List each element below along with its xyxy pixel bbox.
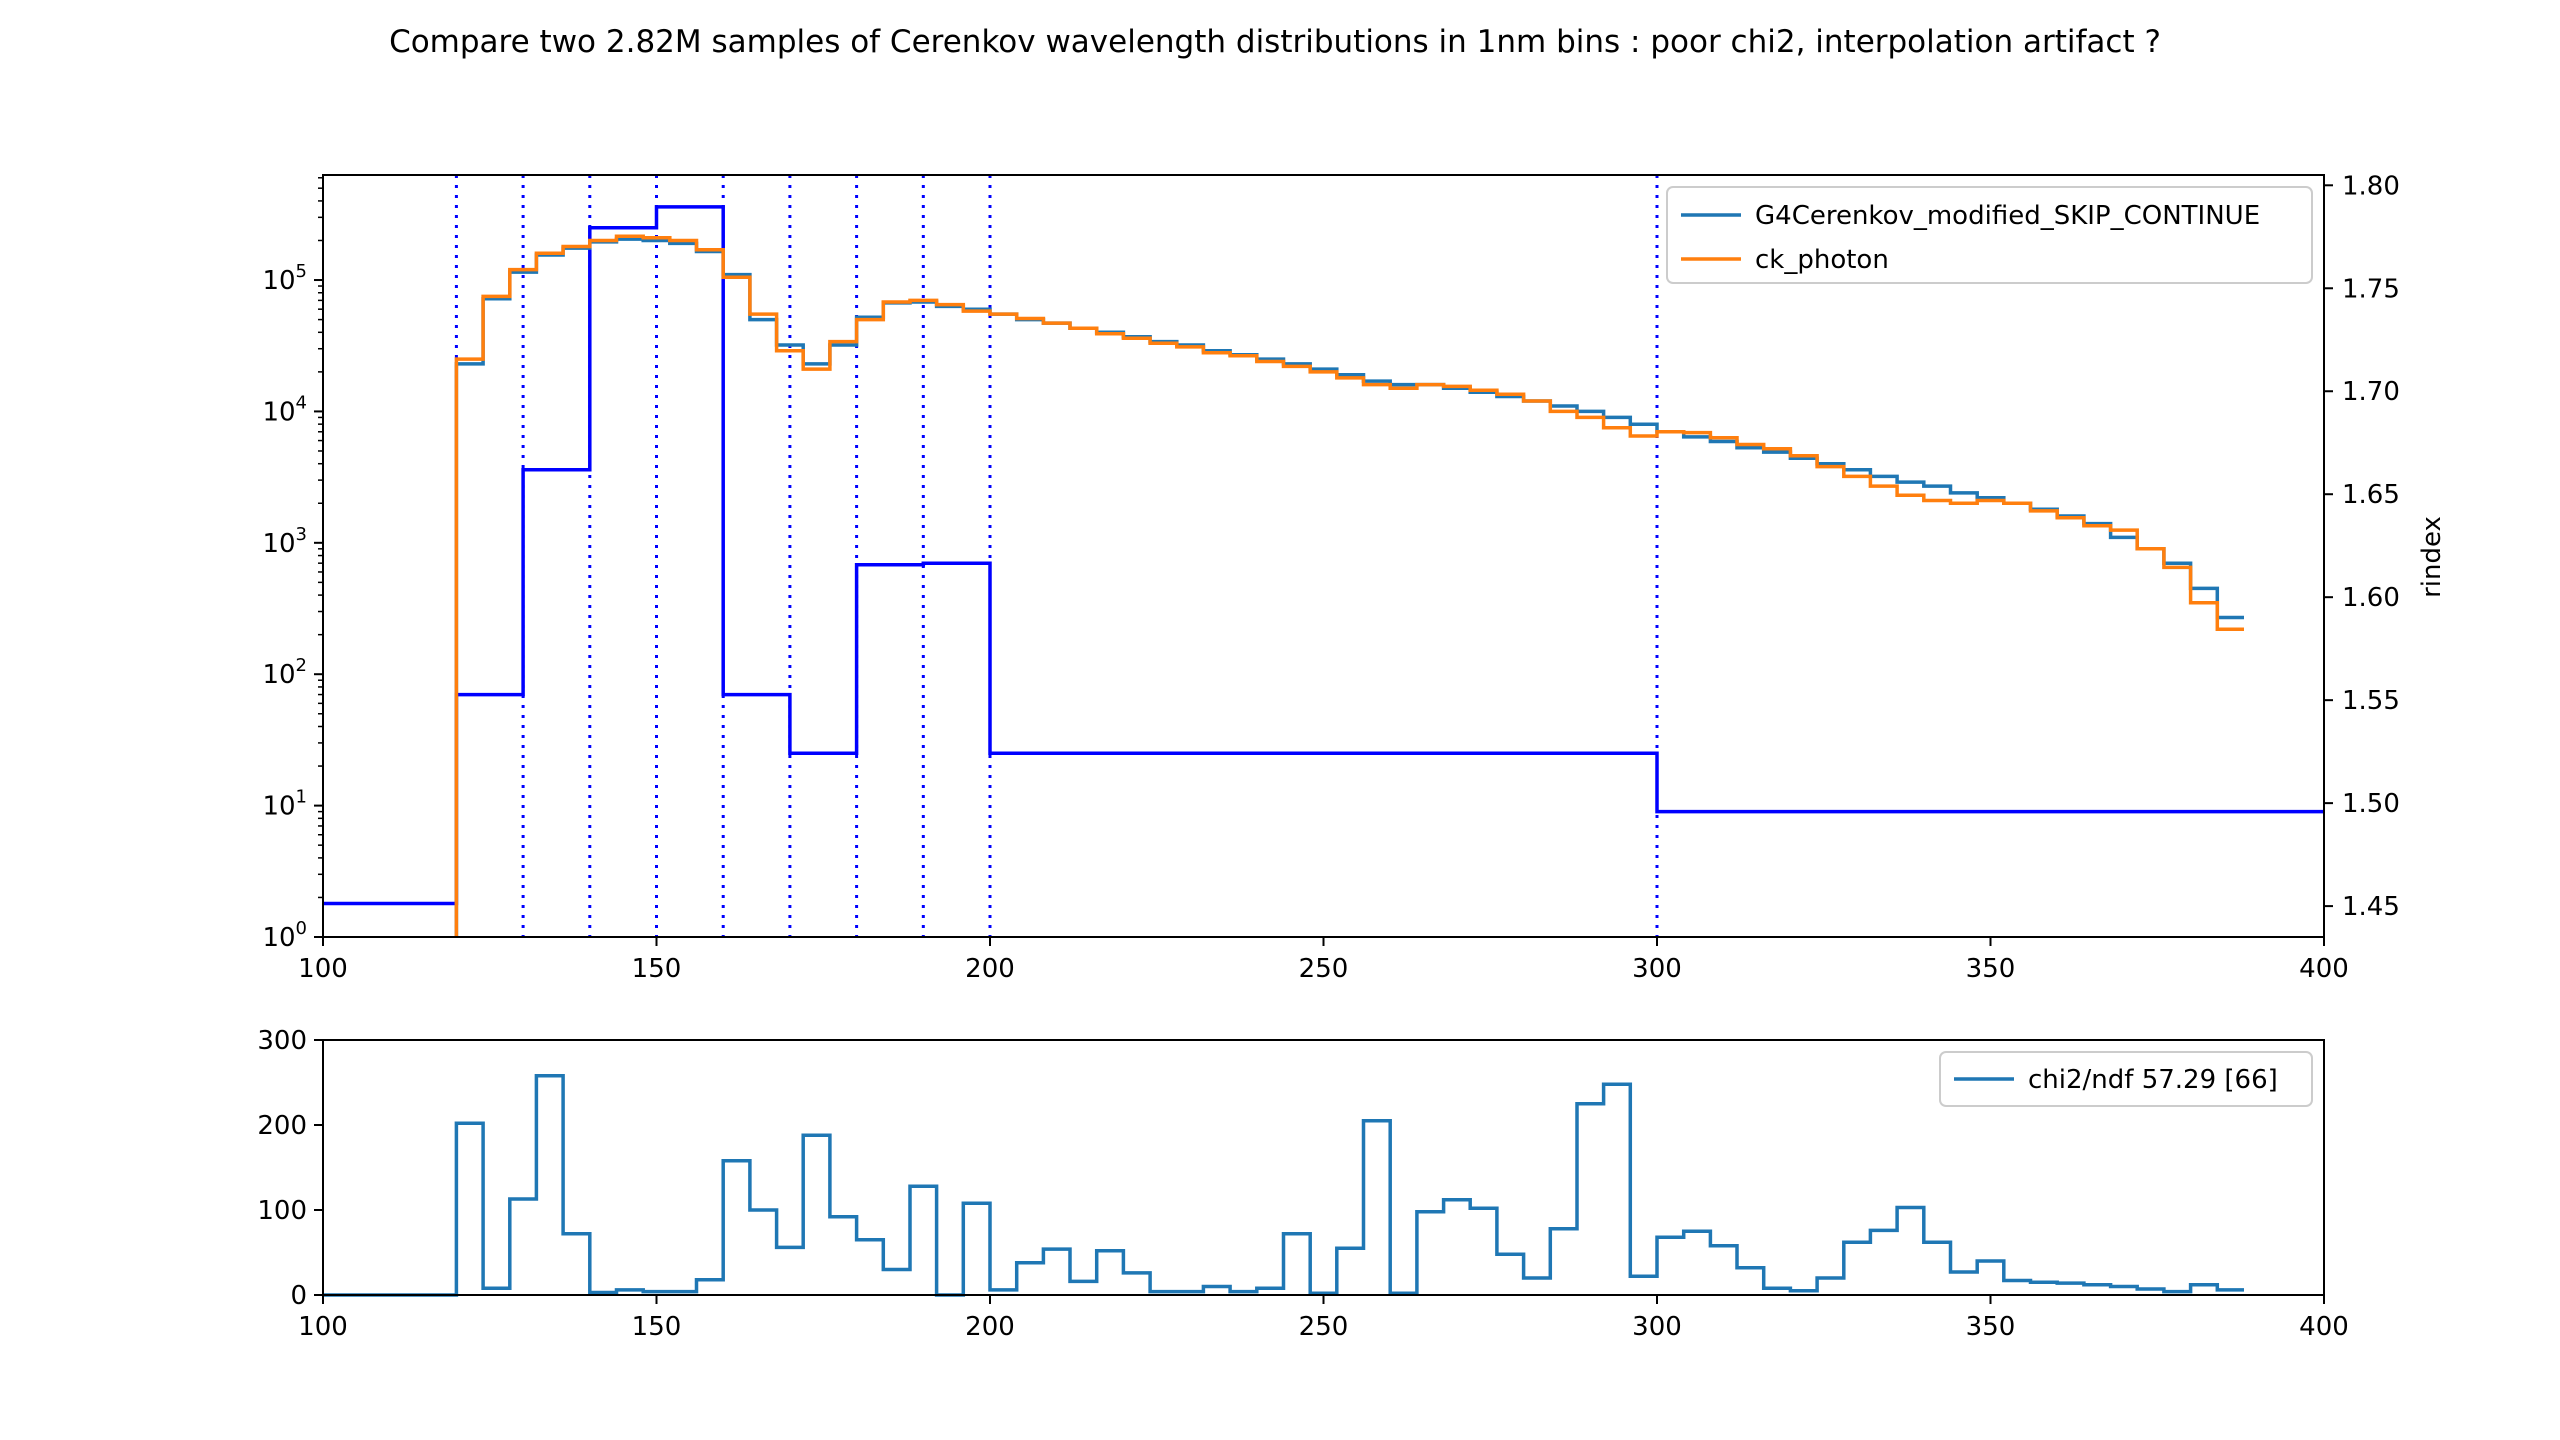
y2-axis-label: rindex [2417, 516, 2447, 598]
y-tick-label: 0 [290, 1281, 307, 1311]
x-tick-label: 350 [1966, 954, 2016, 984]
y2-tick-label: 1.60 [2342, 583, 2400, 613]
y2-tick-label: 1.50 [2342, 789, 2400, 819]
y2-tick-label: 1.65 [2342, 480, 2400, 510]
x-tick-label: 150 [632, 954, 682, 984]
y2-tick-label: 1.45 [2342, 892, 2400, 922]
x-tick-label: 200 [965, 954, 1015, 984]
y-tick-label: 300 [257, 1026, 307, 1056]
legend-label: G4Cerenkov_modified_SKIP_CONTINUE [1755, 201, 2260, 231]
x-tick-label: 350 [1966, 1312, 2016, 1342]
y2-tick-label: 1.80 [2342, 171, 2400, 201]
top-legend: G4Cerenkov_modified_SKIP_CONTINUE ck_phot… [1667, 187, 2312, 283]
x-tick-label: 400 [2299, 1312, 2349, 1342]
x-tick-label: 400 [2299, 954, 2349, 984]
y-tick-label: 200 [257, 1111, 307, 1141]
y-tick-label: 100 [257, 1196, 307, 1226]
legend-label: ck_photon [1755, 245, 1889, 275]
x-tick-label: 300 [1632, 1312, 1682, 1342]
chart-title: Compare two 2.82M samples of Cerenkov wa… [389, 24, 2161, 60]
x-tick-label: 300 [1632, 954, 1682, 984]
x-tick-label: 250 [1299, 954, 1349, 984]
x-tick-label: 200 [965, 1312, 1015, 1342]
legend-label: chi2/ndf 57.29 [66] [2028, 1065, 2278, 1095]
x-tick-label: 100 [298, 954, 348, 984]
x-tick-label: 100 [298, 1312, 348, 1342]
y2-tick-label: 1.55 [2342, 686, 2400, 716]
x-tick-label: 250 [1299, 1312, 1349, 1342]
y2-tick-label: 1.70 [2342, 377, 2400, 407]
y2-tick-label: 1.75 [2342, 274, 2400, 304]
x-tick-label: 150 [632, 1312, 682, 1342]
bottom-legend: chi2/ndf 57.29 [66] [1940, 1052, 2312, 1106]
